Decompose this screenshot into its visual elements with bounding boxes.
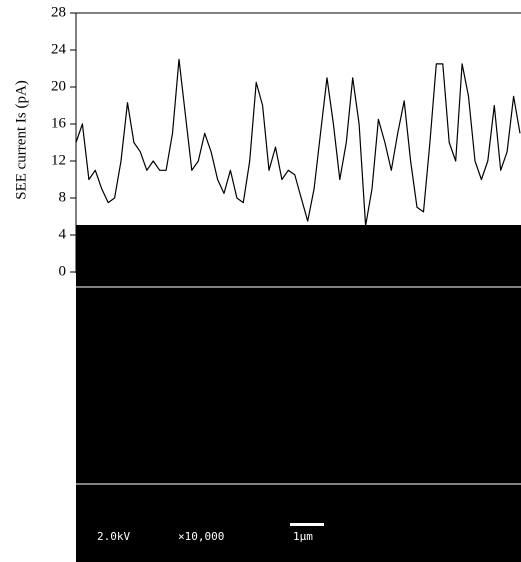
y-tick-label: 8 [59,189,67,205]
sem-image: 2.0kV ×10,000 1μm [76,225,521,562]
y-tick-label: 0 [59,263,67,279]
y-tick-label: 20 [51,78,66,94]
magnification-label: ×10,000 [178,530,224,543]
y-tick-label: 16 [51,115,67,131]
scale-label: 1μm [293,530,313,543]
y-tick-label: 28 [51,4,66,20]
series-line [75,58,521,227]
y-tick-label: 4 [59,226,67,242]
y-axis-label: SEE current Is (pA) [13,80,29,200]
y-tick-label: 24 [51,41,67,57]
voltage-label: 2.0kV [97,530,130,543]
y-tick-label: 12 [51,152,66,168]
